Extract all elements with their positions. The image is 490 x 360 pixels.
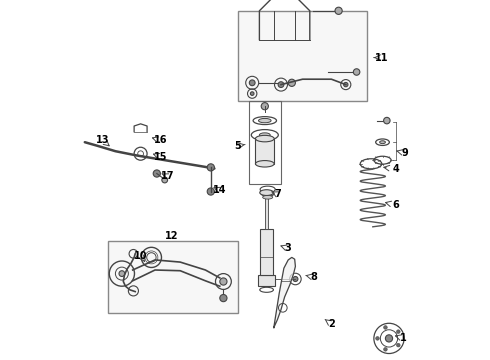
Ellipse shape: [259, 118, 271, 123]
Text: 4: 4: [393, 164, 399, 174]
Text: 13: 13: [96, 135, 110, 145]
Text: 5: 5: [234, 141, 241, 151]
Bar: [258, 275, 275, 286]
Text: 12: 12: [165, 231, 178, 241]
Text: 10: 10: [134, 251, 147, 261]
Ellipse shape: [380, 141, 386, 144]
Text: 3: 3: [285, 243, 292, 253]
Text: 15: 15: [154, 152, 167, 162]
Text: 14: 14: [213, 185, 226, 195]
Text: 17: 17: [161, 171, 174, 181]
Circle shape: [396, 330, 400, 333]
Circle shape: [249, 80, 255, 86]
Circle shape: [278, 82, 284, 87]
Bar: [265, 193, 268, 229]
Text: 2: 2: [328, 319, 335, 329]
Circle shape: [162, 177, 168, 183]
Ellipse shape: [259, 133, 270, 137]
Text: 6: 6: [393, 200, 399, 210]
Circle shape: [384, 347, 387, 351]
Bar: [248, 101, 281, 184]
Circle shape: [384, 326, 387, 329]
Ellipse shape: [255, 135, 274, 142]
Circle shape: [220, 278, 227, 285]
Ellipse shape: [260, 190, 273, 195]
Circle shape: [288, 79, 295, 86]
Circle shape: [353, 69, 360, 75]
Circle shape: [250, 92, 254, 95]
Bar: [260, 229, 273, 275]
Text: 11: 11: [375, 53, 389, 63]
Circle shape: [220, 294, 227, 302]
Ellipse shape: [263, 195, 273, 199]
Text: 1: 1: [400, 333, 407, 343]
Circle shape: [376, 337, 379, 340]
Polygon shape: [274, 257, 295, 328]
Circle shape: [207, 164, 215, 171]
Bar: [238, 11, 368, 101]
Circle shape: [261, 103, 269, 110]
Text: 8: 8: [310, 272, 317, 282]
Circle shape: [343, 82, 348, 87]
Ellipse shape: [255, 161, 274, 167]
Bar: [108, 241, 238, 313]
Text: 9: 9: [402, 148, 409, 158]
Text: 16: 16: [154, 135, 167, 145]
Ellipse shape: [261, 191, 274, 196]
Circle shape: [153, 170, 160, 177]
Text: 7: 7: [274, 189, 281, 199]
Circle shape: [293, 276, 298, 282]
Circle shape: [384, 117, 390, 124]
Circle shape: [119, 271, 125, 276]
Circle shape: [335, 7, 342, 14]
Circle shape: [207, 188, 215, 195]
Circle shape: [396, 343, 400, 347]
Circle shape: [386, 335, 392, 342]
Bar: [255, 139, 274, 164]
